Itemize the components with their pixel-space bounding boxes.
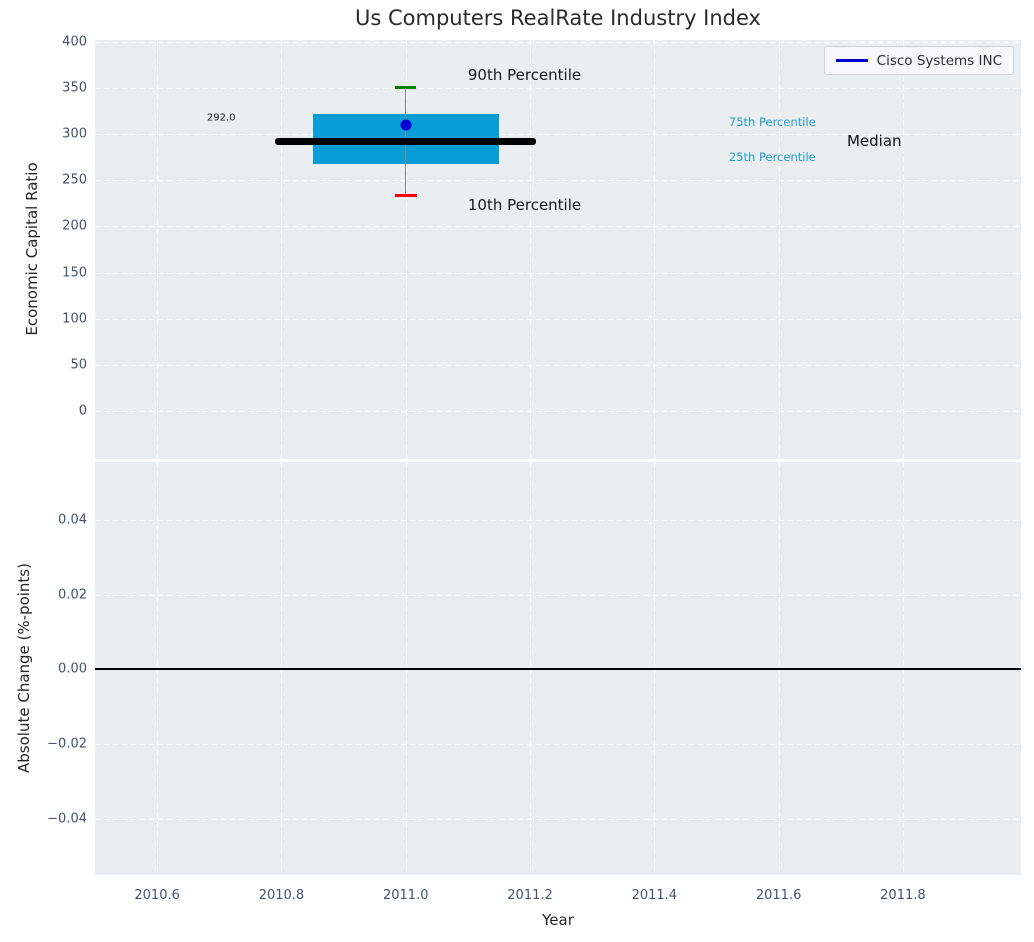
y-gridline — [95, 226, 1021, 228]
annotation: 25th Percentile — [728, 150, 816, 165]
annotation: 75th Percentile — [728, 115, 816, 130]
legend: Cisco Systems INC — [823, 46, 1014, 75]
y-gridline — [95, 318, 1021, 320]
annotation: 292.0 — [206, 112, 236, 124]
y-axis-label-economic-capital-ratio: Economic Capital Ratio — [23, 162, 41, 336]
y-gridline — [95, 411, 1021, 412]
x-gridline — [157, 40, 159, 459]
zero-line — [95, 668, 1021, 671]
x-tick-label: 2010.6 — [134, 888, 180, 903]
y-tick-label: 150 — [62, 265, 87, 281]
x-tick-label: 2011.4 — [631, 888, 678, 903]
y-gridline — [95, 818, 1021, 820]
x-tick-label: 2011.2 — [507, 888, 553, 903]
y-axis-label-absolute-change: Absolute Change (%-points) — [15, 563, 33, 773]
y-gridline — [95, 594, 1021, 596]
y-gridline — [95, 41, 1021, 43]
y-tick-label: 200 — [62, 218, 87, 234]
annotation: 90th Percentile — [467, 66, 582, 85]
x-gridline — [281, 40, 283, 459]
x-gridline — [530, 40, 532, 459]
x-tick-label: 2011.0 — [382, 888, 429, 903]
x-gridline — [405, 40, 407, 459]
x-gridline — [902, 40, 904, 459]
y-gridline — [95, 272, 1021, 274]
x-tick-label: 2011.8 — [880, 888, 926, 903]
y-tick-label: 0.00 — [58, 661, 87, 677]
x-tick-label: 2010.8 — [258, 888, 305, 903]
y-tick-label: −0.02 — [47, 736, 87, 752]
annotation: 10th Percentile — [467, 196, 582, 215]
y-gridline — [95, 364, 1021, 366]
axes-top-industry-index: Cisco Systems INC 400 350 300 250 200 150 100 5… — [62, 34, 1021, 459]
company-value-marker — [400, 119, 412, 131]
p10-cap — [394, 194, 417, 198]
y-tick-label: 350 — [62, 80, 87, 96]
y-tick-label: 50 — [70, 357, 87, 373]
y-gridline — [95, 180, 1021, 182]
p90-cap — [395, 86, 417, 90]
axes-bottom-absolute-change: 2010.6 2010.8 2011.0 2011.2 2011.4 2011.6 2011… — [47, 462, 1021, 903]
legend-label: Cisco Systems INC — [876, 52, 1002, 69]
y-gridline — [95, 744, 1021, 746]
x-tick-label: 2011.6 — [755, 888, 802, 903]
y-gridline — [95, 519, 1021, 521]
y-gridline — [95, 134, 1021, 136]
x-gridline — [778, 40, 780, 459]
y-gridline — [95, 87, 1021, 89]
y-tick-label: 300 — [62, 126, 87, 142]
x-gridline — [654, 40, 656, 459]
x-axis-label-year: Year — [542, 911, 574, 929]
y-tick-label: −0.04 — [47, 811, 87, 827]
chart-title: Us Computers RealRate Industry Index — [355, 6, 761, 30]
y-tick-label: 400 — [62, 34, 87, 50]
y-tick-label: 100 — [62, 311, 87, 327]
y-tick-label: 250 — [62, 172, 87, 188]
annotation: Median — [846, 131, 902, 150]
median-line — [275, 138, 537, 146]
legend-line-swatch — [835, 59, 868, 62]
y-tick-label: 0.02 — [58, 587, 87, 603]
y-tick-label: 0.04 — [58, 512, 87, 528]
y-tick-label: 0 — [78, 403, 87, 419]
